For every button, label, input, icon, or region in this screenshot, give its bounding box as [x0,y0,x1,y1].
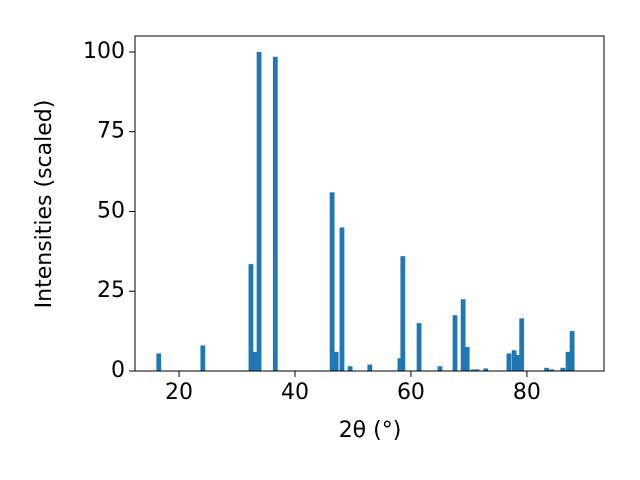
bar [437,366,443,371]
x-tick-label: 40 [281,380,309,405]
bar [400,256,406,371]
bar [549,369,555,371]
y-tick-label: 100 [83,39,125,64]
bar [333,351,339,371]
bar [516,355,522,371]
bar [506,353,512,371]
bar [256,51,262,371]
bar [474,369,480,371]
x-tick-label: 20 [165,380,193,405]
bar [200,345,206,371]
bar [544,367,550,371]
bar [367,364,373,371]
bar [511,350,517,371]
bar [464,347,470,371]
bar [460,299,466,371]
y-axis-label: Intensities (scaled) [32,100,57,309]
bar [452,315,458,371]
bar [416,323,422,371]
x-tick-label: 80 [513,380,541,405]
bar [347,366,353,371]
y-tick-label: 50 [97,198,125,223]
bar [483,368,489,371]
x-tick-label: 60 [397,380,425,405]
y-tick-label: 25 [97,278,125,303]
bar [470,369,476,371]
bar [519,318,525,371]
plot-frame [134,35,605,372]
bar [272,56,278,371]
bar [560,367,566,371]
bar [397,358,403,371]
x-axis-label: 2θ (°) [339,418,402,443]
y-tick-label: 75 [97,119,125,144]
bar [339,227,345,371]
bar [156,353,162,371]
bar [329,192,335,371]
bar [248,264,254,371]
bar [252,351,258,371]
y-tick-label: 0 [111,358,125,383]
bar [569,331,575,371]
bar [565,351,571,371]
